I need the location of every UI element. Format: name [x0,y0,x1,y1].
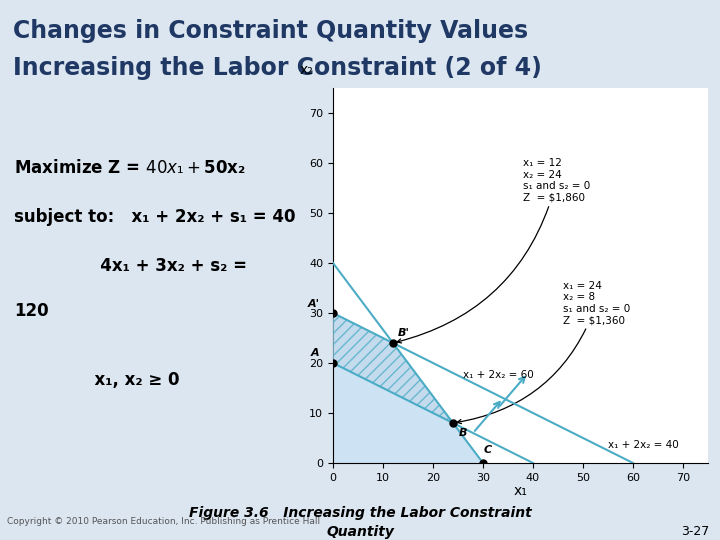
Polygon shape [333,313,453,423]
Text: Copyright © 2010 Pearson Education, Inc. Publishing as Prentice Hall: Copyright © 2010 Pearson Education, Inc.… [7,517,320,525]
Text: 4x₁ + 3x₂ + s₂ =: 4x₁ + 3x₂ + s₂ = [14,256,248,275]
Text: Quantity: Quantity [326,525,394,539]
Text: x₁ = 24
x₂ = 8
s₁ and s₂ = 0
Z  = $1,360: x₁ = 24 x₂ = 8 s₁ and s₂ = 0 Z = $1,360 [457,281,630,424]
X-axis label: x₁: x₁ [513,484,528,498]
Text: B': B' [398,327,410,338]
Text: 3-27: 3-27 [681,525,709,538]
Text: A: A [311,348,320,357]
Text: C: C [484,445,492,455]
Text: Maximize Z = $40x₁ + $50x₂: Maximize Z = $40x₁ + $50x₂ [14,159,246,177]
Text: Figure 3.6   Increasing the Labor Constraint: Figure 3.6 Increasing the Labor Constrai… [189,506,531,520]
Text: B: B [459,428,467,437]
Text: x₁, x₂ ≥ 0: x₁, x₂ ≥ 0 [14,371,180,389]
Text: Increasing the Labor Constraint (2 of 4): Increasing the Labor Constraint (2 of 4) [13,56,542,80]
Text: subject to:   x₁ + 2x₂ + s₁ = 40: subject to: x₁ + 2x₂ + s₁ = 40 [14,208,296,226]
Text: x₁ = 12
x₂ = 24
s₁ and s₂ = 0
Z  = $1,860: x₁ = 12 x₂ = 24 s₁ and s₂ = 0 Z = $1,860 [397,158,590,343]
Text: Changes in Constraint Quantity Values: Changes in Constraint Quantity Values [13,19,528,43]
Text: x₁ + 2x₂ = 60: x₁ + 2x₂ = 60 [463,370,534,380]
Text: A': A' [308,299,320,309]
Text: 120: 120 [14,301,49,320]
Polygon shape [333,363,483,463]
Text: x₁ + 2x₂ = 40: x₁ + 2x₂ = 40 [608,440,679,450]
Y-axis label: x₂: x₂ [300,63,314,77]
